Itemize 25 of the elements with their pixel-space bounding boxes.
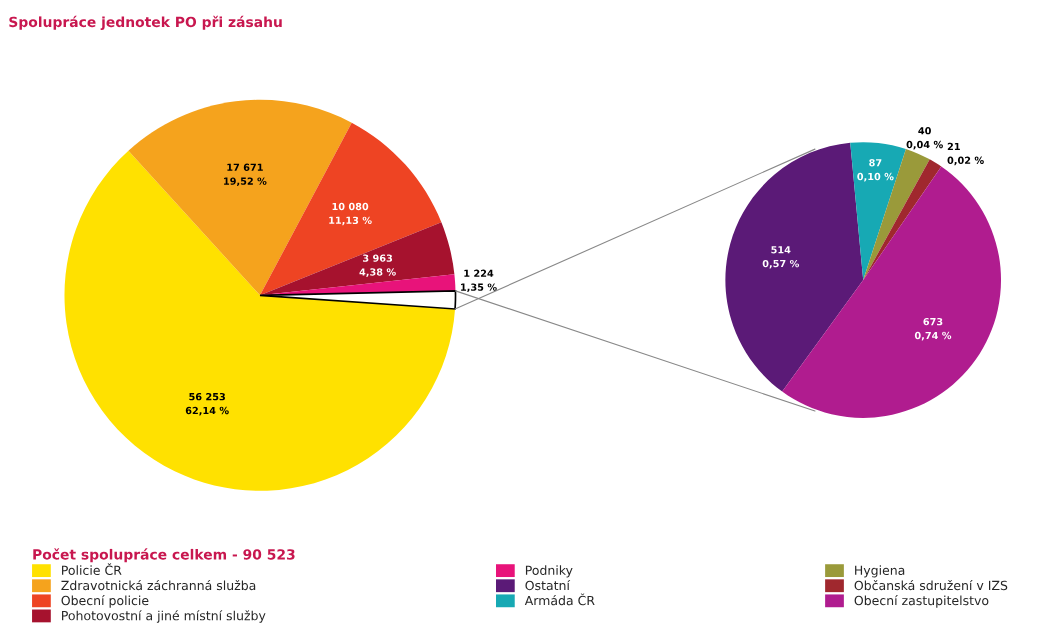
- pie-slice: [850, 142, 906, 281]
- legend-label: Obecní policie: [61, 595, 149, 608]
- data-label: 514 0,57 %: [762, 246, 800, 269]
- legend-label: Pohotovostní a jiné místní služby: [62, 610, 266, 623]
- legend-label: Armáda ČR: [524, 593, 595, 606]
- legend-label: Policie ČR: [62, 563, 122, 576]
- data-label: 673 0,74 %: [914, 317, 952, 341]
- pie-slice: [259, 290, 457, 310]
- data-label: 10 080 11,13 %: [329, 202, 372, 226]
- data-label: 21 0,02 %: [947, 142, 984, 166]
- legend-label: Podniky: [525, 565, 573, 578]
- legend-label: Ostatní: [525, 579, 571, 591]
- legend-title: Počet spolupráce celkem - 90 523: [33, 548, 295, 563]
- data-label: 87 0,10 %: [857, 159, 894, 182]
- data-label: 56 253 62,14 %: [185, 392, 229, 416]
- legend-label: Obecní zastupitelstvo: [854, 595, 989, 608]
- legend-label: Hygiena: [855, 565, 905, 578]
- data-label: 3 963 4,38 %: [359, 254, 396, 277]
- pie-slice: [64, 150, 456, 491]
- data-label: 40 0,04 %: [906, 127, 943, 150]
- legend-label: Zdravotnická záchranná služba: [61, 579, 256, 591]
- data-label: 1 224 1,35 %: [461, 269, 497, 293]
- legend-label: Občanská sdružení v IZS: [854, 579, 1008, 591]
- chart-title: Spolupráce jednotek PO při zásahu: [9, 15, 282, 30]
- data-label: 17 671 19,52 %: [224, 163, 267, 187]
